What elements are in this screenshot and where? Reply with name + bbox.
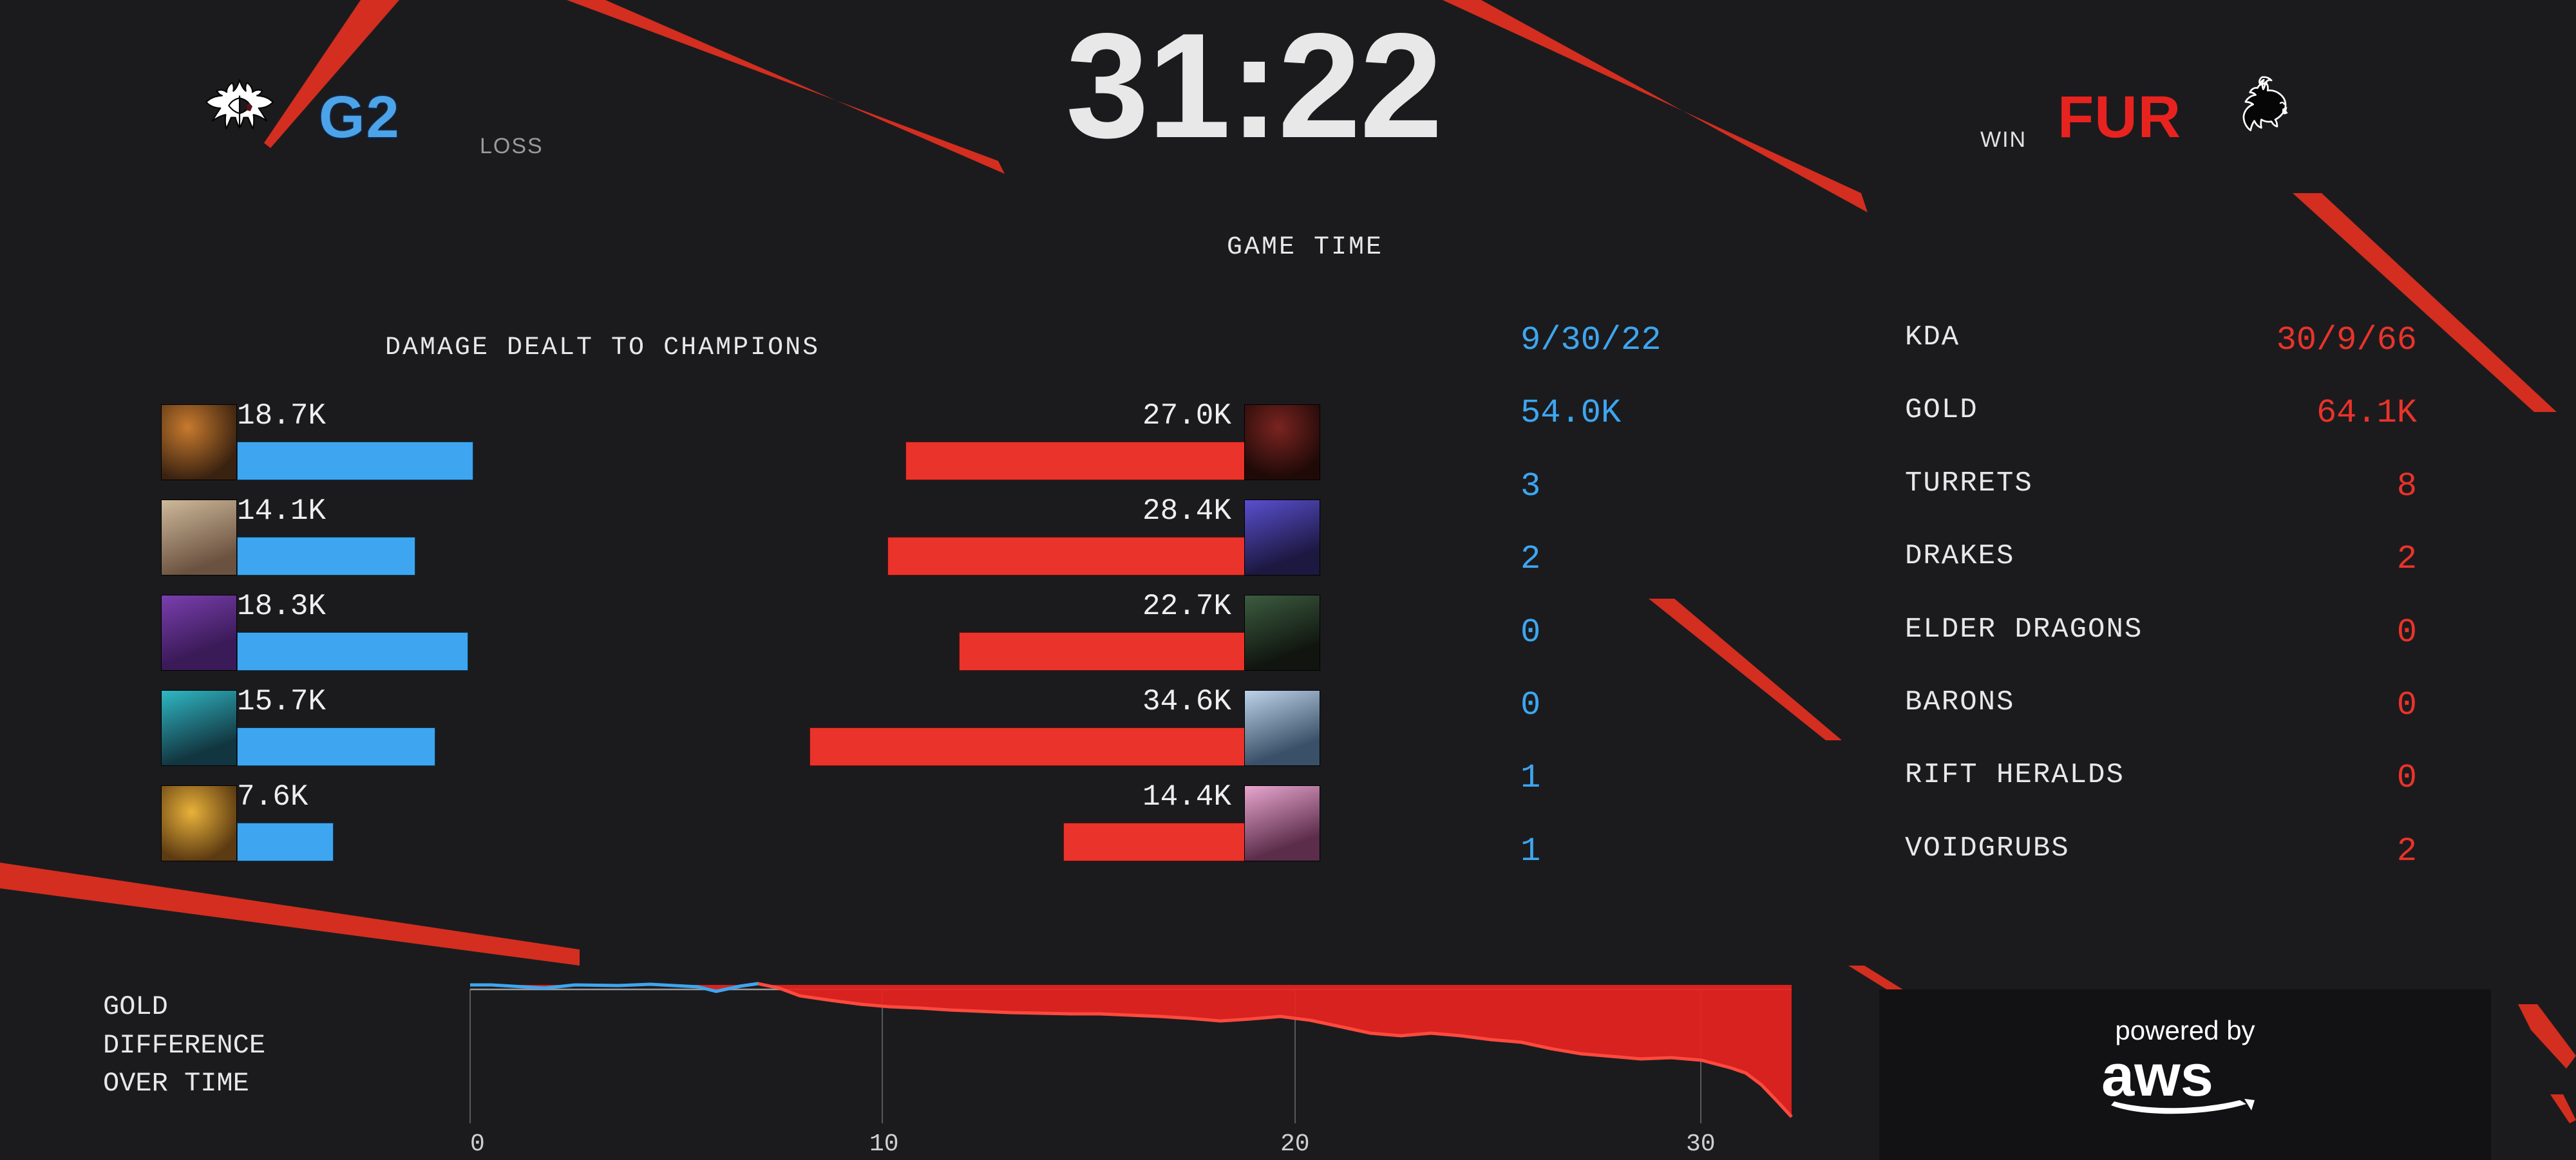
svg-text:30: 30 [1686,1130,1716,1158]
svg-text:aws: aws [2101,1043,2213,1109]
svg-text:10: 10 [869,1130,899,1158]
svg-text:0: 0 [470,1130,485,1158]
svg-text:20: 20 [1280,1130,1310,1158]
